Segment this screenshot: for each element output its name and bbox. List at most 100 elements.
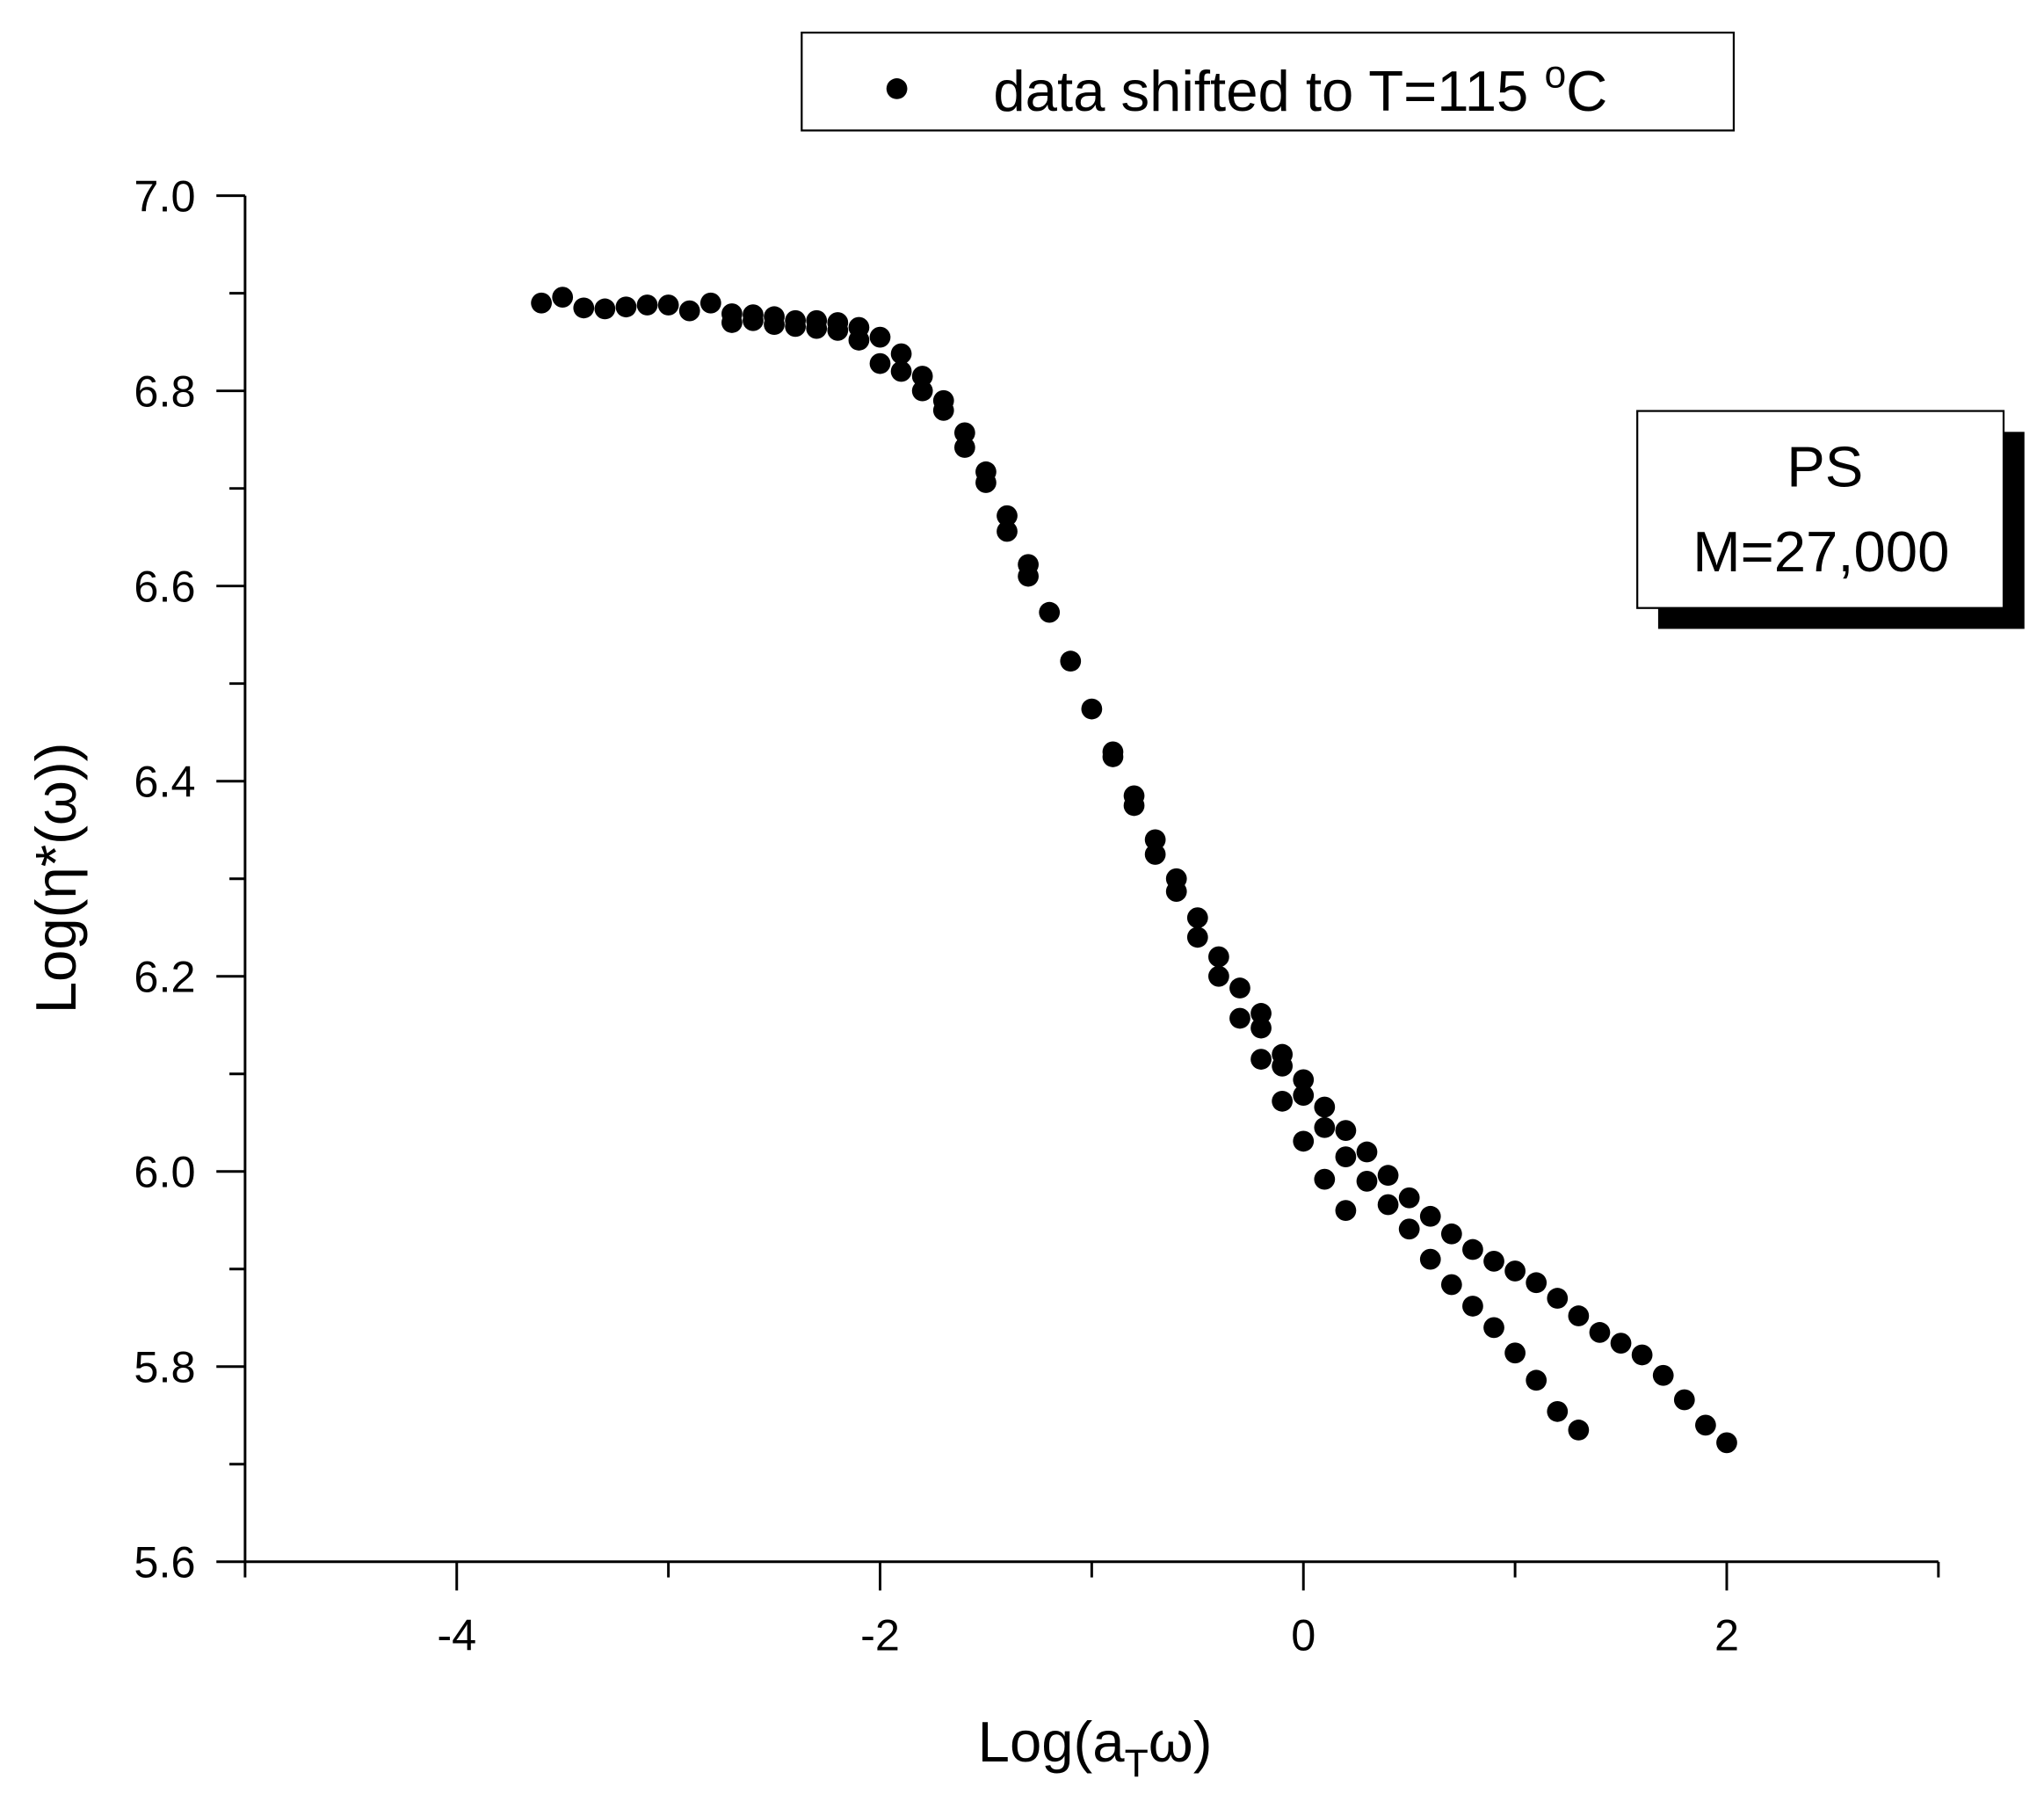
data-point — [1377, 1165, 1399, 1187]
data-point — [764, 314, 785, 336]
x-label-sub: T — [1125, 1743, 1149, 1786]
data-point — [1250, 1003, 1272, 1024]
y-tick-label: 7.0 — [134, 171, 195, 221]
data-point — [1229, 1007, 1250, 1029]
x-tick-label: -4 — [437, 1610, 476, 1660]
data-point — [657, 294, 679, 316]
data-point — [1335, 1120, 1357, 1141]
annotation: PS M=27,000 — [1636, 410, 2025, 629]
data-point — [1314, 1168, 1336, 1190]
data-point — [1695, 1414, 1716, 1436]
data-point — [975, 472, 997, 493]
data-point — [1144, 844, 1166, 865]
data-point — [997, 520, 1018, 542]
data-point — [911, 380, 933, 402]
data-point — [531, 292, 552, 314]
data-point — [997, 505, 1018, 527]
data-point — [1356, 1141, 1378, 1163]
y-axis-label: Log(η*(ω)) — [24, 743, 88, 1014]
y-tick-label: 6.2 — [134, 952, 195, 1002]
data-point — [594, 298, 616, 320]
data-point — [890, 343, 912, 365]
data-point — [1272, 1090, 1294, 1112]
data-point — [1440, 1274, 1462, 1296]
data-point — [848, 330, 870, 351]
data-point — [827, 319, 849, 341]
data-point — [953, 422, 975, 444]
data-point — [1504, 1260, 1526, 1282]
data-point — [1208, 946, 1229, 968]
data-point — [1419, 1248, 1441, 1270]
data-point — [1526, 1369, 1547, 1391]
legend-label: data shifted to T=115 oC — [993, 53, 1607, 123]
data-point — [678, 300, 700, 322]
data-point — [743, 309, 764, 331]
data-point — [1250, 1049, 1272, 1070]
data-point — [1398, 1218, 1420, 1240]
annotation-text: M=27,000 — [1692, 519, 1949, 584]
data-point — [1102, 746, 1124, 767]
data-point — [890, 360, 912, 382]
data-point — [1504, 1342, 1526, 1364]
data-point — [1293, 1130, 1315, 1152]
annotation-text: PS — [1787, 435, 1863, 499]
data-point — [1462, 1296, 1483, 1317]
legend-text: C — [1566, 59, 1607, 123]
data-point — [1483, 1251, 1504, 1272]
data-point — [1610, 1333, 1632, 1354]
data-point — [1398, 1187, 1420, 1209]
data-point — [1039, 601, 1061, 623]
data-point — [1568, 1420, 1590, 1441]
y-tick-label: 6.6 — [134, 561, 195, 611]
data-point — [785, 316, 807, 338]
y-tick-label: 6.0 — [134, 1147, 195, 1197]
legend-sup: o — [1544, 53, 1566, 96]
data-point — [1483, 1317, 1504, 1339]
data-point — [1673, 1389, 1695, 1411]
legend-box — [801, 31, 1736, 132]
data-point — [932, 399, 954, 421]
data-point — [806, 317, 828, 339]
data-point — [1440, 1223, 1462, 1245]
x-tick-label: -2 — [860, 1610, 900, 1660]
data-point — [911, 366, 933, 387]
data-point — [1123, 795, 1145, 817]
data-point — [1186, 907, 1208, 928]
data-point — [869, 352, 891, 374]
data-point — [1547, 1288, 1569, 1309]
data-point — [552, 287, 574, 308]
data-point — [1144, 829, 1166, 851]
x-label-part: Log(a — [978, 1710, 1126, 1774]
data-point — [1272, 1055, 1294, 1077]
data-point — [615, 296, 637, 318]
data-point — [1229, 977, 1250, 999]
data-point — [1462, 1238, 1483, 1260]
data-point — [1186, 926, 1208, 948]
data-point — [1377, 1194, 1399, 1216]
data-point — [1335, 1200, 1357, 1222]
data-point — [573, 297, 595, 319]
data-point — [1419, 1205, 1441, 1227]
x-axis-label: Log(aTω) — [978, 1710, 1213, 1786]
data-point — [1335, 1146, 1357, 1167]
data-point — [1356, 1170, 1378, 1192]
data-point — [1165, 881, 1187, 903]
legend-marker — [886, 78, 908, 99]
data-point — [1716, 1432, 1737, 1454]
data-point — [1652, 1364, 1674, 1386]
data-point — [1589, 1322, 1611, 1343]
y-tick-label: 6.8 — [134, 366, 195, 416]
data-point — [1631, 1344, 1653, 1366]
data-point — [1081, 698, 1103, 720]
legend-text: data shifted to T=115 — [993, 59, 1544, 123]
data-point — [1060, 650, 1082, 672]
data-point — [953, 437, 975, 458]
data-point — [1293, 1085, 1315, 1107]
data-point — [1314, 1096, 1336, 1118]
data-point — [636, 294, 658, 316]
y-tick-label: 6.4 — [134, 757, 195, 807]
y-tick-label: 5.8 — [134, 1342, 195, 1392]
data-point — [869, 326, 891, 348]
data-point — [1568, 1305, 1590, 1326]
